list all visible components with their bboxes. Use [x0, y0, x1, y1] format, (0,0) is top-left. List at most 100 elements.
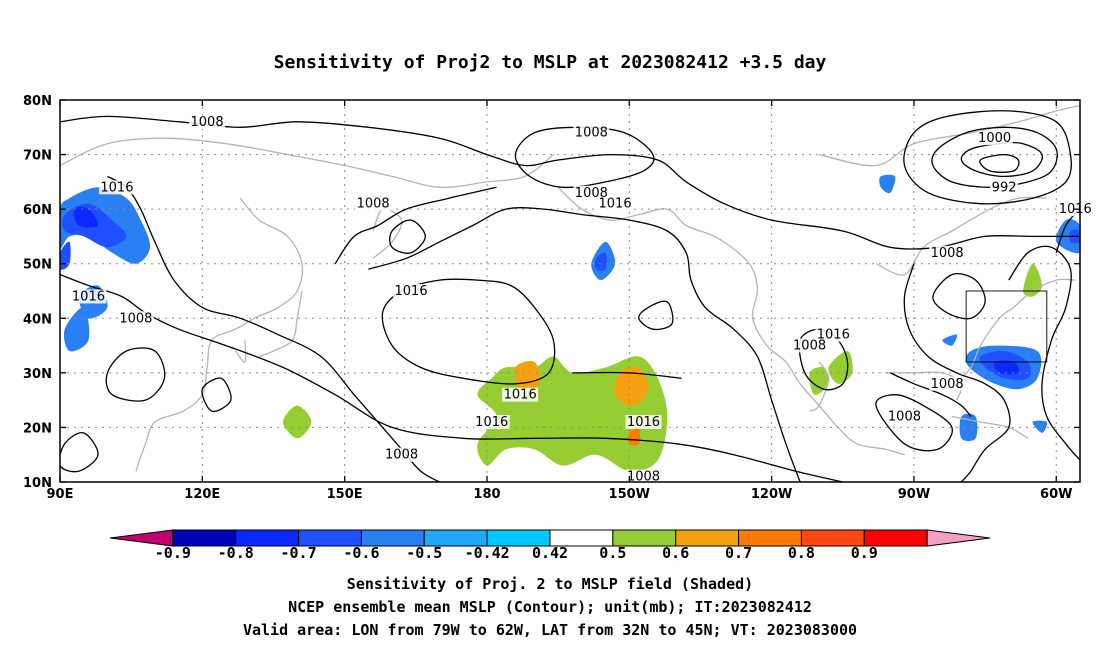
x-tick-label: 90E [47, 487, 74, 502]
colorbar-label: -0.8 [218, 544, 254, 562]
y-tick-label: 40N [23, 312, 52, 327]
shaded-region-11 [809, 366, 829, 395]
x-tick-label: 90W [898, 487, 930, 502]
sensitivity-shading [60, 174, 1080, 482]
mslp-contour-12 [381, 278, 556, 385]
contour-label: 1016 [627, 415, 660, 430]
grid-lines [60, 100, 1080, 482]
colorbar-label: 0.5 [599, 544, 626, 562]
contour-labels: 1008 1008 1008 1000 992 1016 1008 1016 1016 1008 1… [70, 114, 1094, 485]
y-tick-label: 50N [23, 258, 52, 273]
mslp-contour-5 [60, 115, 1080, 250]
footer-line-2: NCEP ensemble mean MSLP (Contour); unit(… [288, 598, 812, 616]
shaded-region-32 [879, 174, 896, 194]
mslp-contour-13 [638, 300, 674, 331]
y-tick-label: 70N [23, 149, 52, 164]
shaded-region-28 [993, 360, 1020, 375]
mslp-contour-7 [60, 273, 843, 482]
shaded-region-4 [628, 426, 640, 446]
contour-label: 1008 [357, 197, 390, 212]
y-tick-label: 20N [23, 421, 52, 436]
colorbar-label: 0.9 [851, 544, 878, 562]
mslp-contour-2 [979, 153, 1020, 173]
mslp-contour-19 [875, 394, 953, 452]
x-tick-label: 150W [609, 487, 650, 502]
colorbar: -0.9 -0.8 -0.7 -0.6 -0.5 -0.42 0.42 0.5 0.6 0.7 0.… [109, 529, 991, 562]
contour-label: 1008 [931, 246, 964, 261]
mslp-contour-6 [107, 175, 440, 482]
colorbar-swatch [926, 529, 991, 547]
shaded-region-34 [1032, 420, 1048, 433]
contour-label: 1008 [627, 470, 660, 485]
chart-title: Sensitivity of Proj2 to MSLP at 20230824… [274, 52, 827, 73]
shaded-region-14 [790, 465, 810, 482]
contour-label: 1008 [793, 339, 826, 354]
mslp-contour-8 [368, 207, 801, 482]
x-tick-label: 120W [751, 487, 792, 502]
colorbar-label: -0.42 [465, 544, 510, 562]
mslp-contour-1 [960, 141, 1043, 178]
footer-line-3: Valid area: LON from 79W to 62W, LAT fro… [243, 621, 857, 639]
contour-label: 1008 [191, 115, 224, 130]
x-axis-ticks: 90E 120E 150E 180 150W 120W 90W 60W [47, 100, 1072, 502]
contour-label: 1016 [475, 415, 508, 430]
colorbar-label: 0.42 [532, 544, 568, 562]
contour-label: 1016 [395, 284, 428, 299]
contour-label: 1016 [504, 388, 537, 403]
mslp-contour-20 [105, 347, 166, 402]
x-tick-label: 180 [473, 487, 500, 502]
y-tick-label: 60N [23, 203, 52, 218]
contour-label: 1008 [119, 311, 152, 326]
contour-label: 1016 [599, 197, 632, 212]
y-tick-label: 80N [23, 94, 52, 109]
contour-label: 992 [992, 180, 1017, 195]
mslp-contour-21 [201, 377, 232, 413]
valid-area-box [965, 290, 1048, 363]
x-tick-label: 150E [327, 487, 363, 502]
y-tick-label: 30N [23, 367, 52, 382]
mslp-contour-4 [514, 126, 655, 189]
mslp-contour-22 [60, 431, 99, 473]
shaded-region-2 [614, 366, 649, 406]
mslp-contour-11 [389, 219, 426, 254]
x-tick-label: 60W [1040, 487, 1072, 502]
shaded-region-8 [283, 405, 312, 439]
mslp-contour-9 [334, 186, 497, 265]
colorbar-label: -0.6 [343, 544, 379, 562]
shaded-region-5 [695, 465, 716, 482]
colorbar-label: -0.7 [281, 544, 317, 562]
mslp-contour-14 [903, 263, 1011, 482]
colorbar-label: 0.7 [725, 544, 752, 562]
y-axis-ticks: 10N 20N 30N 40N 50N 60N 70N 80N [23, 94, 1080, 491]
mslp-contour-18 [889, 372, 972, 417]
shaded-region-17 [913, 241, 934, 264]
colorbar-label: 0.8 [788, 544, 815, 562]
mslp-contour-10 [572, 371, 682, 379]
colorbar-label: 0.6 [662, 544, 689, 562]
y-tick-label: 10N [23, 476, 52, 491]
contour-label: 1008 [575, 126, 608, 141]
shaded-region-33 [942, 334, 958, 346]
shaded-region-9 [311, 181, 340, 204]
contour-label: 1016 [100, 180, 133, 195]
shaded-region-25 [594, 252, 607, 271]
colorbar-label: -0.9 [155, 544, 191, 562]
colorbar-label: -0.5 [406, 544, 442, 562]
shaded-region-21 [60, 241, 71, 270]
valid-area-rectangle [965, 290, 1048, 363]
shaded-region-20 [73, 207, 99, 228]
footer-line-1: Sensitivity of Proj. 2 to MSLP field (Sh… [347, 575, 753, 593]
mslp-contour-15 [932, 273, 986, 320]
mslp-contour-3 [903, 110, 1073, 205]
shaded-region-3 [514, 360, 540, 391]
contour-label: 1000 [978, 131, 1011, 146]
contour-label: 1016 [72, 289, 105, 304]
contour-label: 1008 [931, 377, 964, 392]
mslp-contour-0 [931, 126, 1058, 188]
contour-label: 1008 [888, 410, 921, 425]
mslp-contours [60, 110, 1080, 482]
x-tick-label: 120E [184, 487, 220, 502]
mslp-contour-16 [1008, 245, 1080, 461]
contour-label: 1008 [385, 448, 418, 463]
